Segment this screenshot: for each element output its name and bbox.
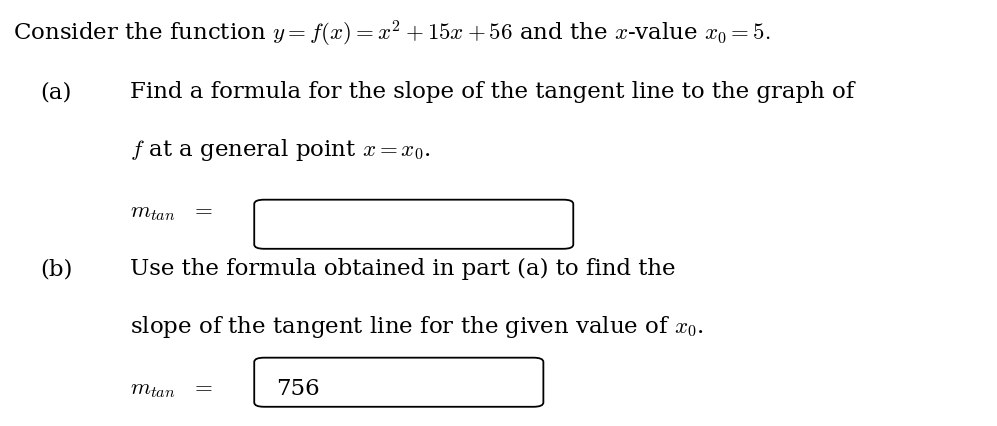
Text: Use the formula obtained in part (a) to find the: Use the formula obtained in part (a) to …: [130, 258, 675, 280]
Text: $m_{tan}$  $=$: $m_{tan}$ $=$: [130, 200, 212, 222]
Text: (a): (a): [40, 81, 71, 103]
Text: (b): (b): [40, 258, 72, 280]
Text: Consider the function $y = f(x) = x^2 + 15x + 56$ and the $x$-value $x_0 = 5.$: Consider the function $y = f(x) = x^2 + …: [13, 19, 771, 49]
Text: slope of the tangent line for the given value of $x_0$.: slope of the tangent line for the given …: [130, 313, 704, 339]
Text: 756: 756: [276, 377, 320, 399]
FancyBboxPatch shape: [254, 200, 573, 249]
Text: Find a formula for the slope of the tangent line to the graph of: Find a formula for the slope of the tang…: [130, 81, 853, 103]
Text: $m_{tan}$  $=$: $m_{tan}$ $=$: [130, 377, 212, 399]
Text: $f$ at a general point $x = x_0$.: $f$ at a general point $x = x_0$.: [130, 136, 431, 162]
FancyBboxPatch shape: [254, 358, 543, 407]
